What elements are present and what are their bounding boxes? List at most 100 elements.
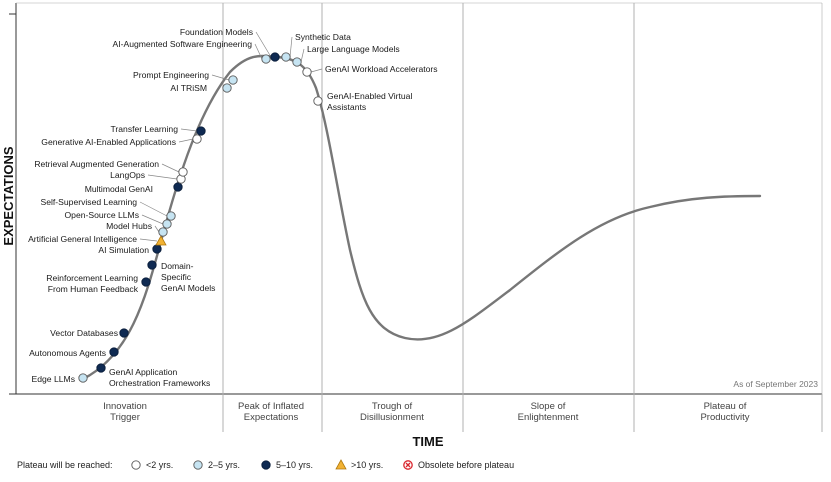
- legend-label: 2–5 yrs.: [208, 460, 240, 470]
- phase-label: Peak of Inflated: [238, 401, 304, 412]
- technology-label: Retrieval Augmented Generation: [34, 159, 159, 169]
- leader-line: [161, 163, 180, 173]
- legend: Plateau will be reached: <2 yrs. 2–5 yrs. 5…: [17, 459, 514, 470]
- marker-dot: [158, 227, 168, 237]
- technology-item: Multimodal GenAI: [85, 182, 183, 194]
- marker-dot: [78, 373, 88, 383]
- technology-item: Artificial General Intelligence: [28, 234, 167, 246]
- marker-dot: [141, 277, 151, 287]
- legend-item: >10 yrs.: [335, 459, 383, 470]
- technology-label: Prompt Engineering: [133, 70, 209, 80]
- legend-swatch: [261, 460, 271, 470]
- technology-item: Foundation Models: [180, 27, 280, 62]
- leader-line: [180, 128, 198, 132]
- marker-dot: [166, 211, 176, 221]
- legend-swatch: [131, 460, 141, 470]
- legend-item: <2 yrs.: [131, 460, 173, 470]
- technology-label: AI TRiSM: [170, 83, 207, 93]
- phase-label: Trough of: [372, 401, 413, 412]
- technology-label: Generative AI-Enabled Applications: [41, 137, 176, 147]
- technology-item: Open-Source LLMs: [64, 210, 172, 229]
- marker-dot: [119, 328, 129, 338]
- technology-item: Edge LLMs: [32, 373, 88, 384]
- phase-label: Plateau of: [704, 401, 747, 412]
- marker-dot: [313, 96, 323, 106]
- legend-swatch: [193, 460, 203, 470]
- technology-label: GenAI Models: [161, 283, 215, 293]
- technology-label: Specific: [161, 272, 192, 282]
- leader-line: [211, 74, 230, 81]
- technology-markers: Edge LLMs GenAI ApplicationOrchestration …: [28, 27, 438, 388]
- marker-dot: [162, 219, 172, 229]
- marker-dot: [147, 260, 157, 270]
- as-of-note: As of September 2023: [733, 379, 818, 389]
- technology-label: Model Hubs: [106, 221, 152, 231]
- marker-dot: [222, 83, 232, 93]
- technology-item: AI TRiSM: [170, 83, 232, 93]
- technology-label: AI Simulation: [98, 245, 149, 255]
- technology-item: Transfer Learning: [110, 124, 206, 136]
- technology-label: GenAI Workload Accelerators: [325, 64, 438, 74]
- marker-dot: [261, 54, 271, 64]
- y-axis-title: EXPECTATIONS: [1, 146, 16, 246]
- legend-item: 5–10 yrs.: [261, 460, 313, 470]
- legend-item: 2–5 yrs.: [193, 460, 240, 470]
- legend-label: <2 yrs.: [146, 460, 173, 470]
- marker-dot: [109, 347, 119, 357]
- technology-label: From Human Feedback: [48, 284, 139, 294]
- marker-dot: [178, 167, 188, 177]
- leader-line: [139, 238, 158, 242]
- technology-label: AI-Augmented Software Engineering: [113, 39, 253, 49]
- leader-line: [310, 68, 323, 73]
- technology-item: AI Simulation: [98, 244, 162, 255]
- marker-dot: [228, 75, 238, 85]
- technology-item: LangOps: [110, 170, 186, 184]
- marker-dot: [302, 67, 312, 77]
- technology-label: Vector Databases: [50, 328, 118, 338]
- leader-line: [254, 43, 263, 60]
- technology-label: Self-Supervised Learning: [41, 197, 138, 207]
- technology-label: Assistants: [327, 102, 366, 112]
- legend-label: >10 yrs.: [351, 460, 383, 470]
- technology-label: GenAI-Enabled Virtual: [327, 91, 412, 101]
- marker-dot: [173, 182, 183, 192]
- technology-item: GenAI Workload Accelerators: [302, 64, 438, 77]
- technology-item: Model Hubs: [106, 221, 168, 237]
- marker-dot: [96, 363, 106, 373]
- leader-line: [178, 138, 194, 143]
- phase-label: Expectations: [244, 412, 299, 423]
- technology-label: Multimodal GenAI: [85, 184, 153, 194]
- marker-dot: [196, 126, 206, 136]
- technology-item: Retrieval Augmented Generation: [34, 159, 188, 177]
- legend-label: Obsolete before plateau: [418, 460, 514, 470]
- phase-label: Disillusionment: [360, 412, 424, 423]
- technology-item: AI-Augmented Software Engineering: [113, 39, 271, 64]
- technology-label: Foundation Models: [180, 27, 253, 37]
- technology-item: Autonomous Agents: [29, 347, 119, 358]
- technology-label: Artificial General Intelligence: [28, 234, 137, 244]
- technology-item: Generative AI-Enabled Applications: [41, 134, 202, 147]
- technology-item: Self-Supervised Learning: [41, 197, 176, 221]
- leader-line: [147, 174, 178, 180]
- technology-item: Vector Databases: [50, 328, 129, 338]
- leader-line: [255, 31, 272, 58]
- legend-title: Plateau will be reached:: [17, 460, 113, 470]
- technology-item: Large Language Models: [292, 44, 400, 67]
- x-axis-title: TIME: [412, 434, 443, 449]
- technology-label: Reinforcement Learning: [46, 273, 138, 283]
- leader-line: [289, 36, 293, 58]
- technology-label: Domain-: [161, 261, 194, 271]
- phase-label: Slope of: [531, 401, 566, 412]
- legend-label: 5–10 yrs.: [276, 460, 313, 470]
- legend-swatch: [335, 459, 347, 470]
- technology-label: Edge LLMs: [32, 374, 75, 384]
- technology-label: GenAI Application: [109, 367, 178, 377]
- technology-label: Autonomous Agents: [29, 348, 106, 358]
- technology-label: Synthetic Data: [295, 32, 351, 42]
- leader-line: [141, 214, 164, 225]
- obsolete-x-icon: [405, 462, 411, 468]
